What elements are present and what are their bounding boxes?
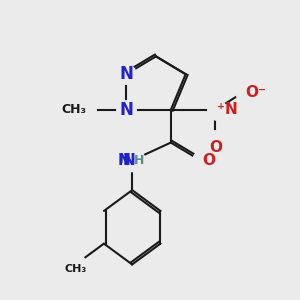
Text: CH₃: CH₃ (64, 264, 87, 274)
Text: N: N (119, 101, 133, 119)
Text: H: H (119, 152, 131, 166)
Text: ⁺N: ⁺N (217, 102, 238, 117)
Text: N: N (118, 153, 131, 168)
Text: CH₃: CH₃ (61, 103, 86, 116)
Text: H: H (134, 154, 144, 167)
Text: O: O (209, 140, 222, 154)
Text: N: N (119, 65, 133, 83)
Text: N: N (122, 153, 135, 168)
Text: O⁻: O⁻ (245, 85, 266, 100)
Text: O: O (202, 153, 215, 168)
